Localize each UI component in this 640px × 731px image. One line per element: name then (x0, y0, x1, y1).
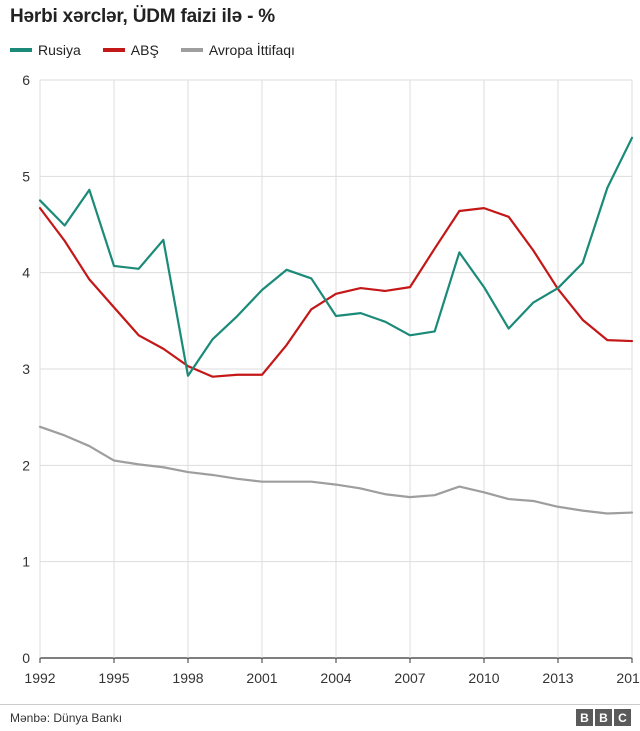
y-tick-label: 3 (22, 361, 30, 377)
y-tick-label: 1 (22, 554, 30, 570)
legend-label-abs: ABŞ (130, 42, 159, 58)
x-tick-label: 2001 (246, 670, 277, 686)
chart-title: Hərbi xərclər, ÜDM faizi ilə - % (10, 6, 275, 27)
line-chart: 0 1 2 3 4 5 6 1992 1995 1998 2001 2004 2007 2010 2013… (22, 72, 640, 686)
x-tick-label: 1992 (24, 670, 55, 686)
series-lines (38, 136, 634, 515)
legend-swatch-abs (102, 48, 125, 52)
legend-item-avropa: Avropa İttifaqı (180, 42, 295, 58)
series-line-rusiya (38, 136, 634, 377)
y-tick-label: 0 (22, 650, 30, 666)
y-axis-ticks: 0 1 2 3 4 5 6 (22, 72, 30, 666)
grid (39, 79, 633, 659)
y-tick-label: 2 (22, 457, 30, 473)
legend-swatch-avropa (180, 48, 203, 52)
bbc-logo-letter-c: C (614, 709, 631, 726)
legend-label-rusiya: Rusiya (38, 42, 81, 58)
x-tick-label: 1998 (172, 670, 203, 686)
source-note: Mənbə: Dünya Bankı (10, 711, 123, 725)
x-tick-label: 2016 (616, 670, 640, 686)
legend-label-avropa: Avropa İttifaqı (208, 42, 295, 58)
x-tick-label: 2013 (542, 670, 573, 686)
bbc-logo-letter-b1: B (576, 709, 593, 726)
legend-item-rusiya: Rusiya (10, 42, 81, 58)
y-tick-label: 6 (22, 72, 30, 88)
y-tick-label: 4 (22, 265, 30, 281)
legend: Rusiya ABŞ Avropa İttifaqı (10, 42, 317, 58)
bbc-logo: B B C (574, 709, 631, 726)
series-line-avropa (38, 425, 634, 515)
x-tick-label: 2007 (394, 670, 425, 686)
footer-divider (0, 704, 640, 705)
x-tick-label: 2010 (468, 670, 499, 686)
bbc-logo-letter-b2: B (595, 709, 612, 726)
legend-swatch-rusiya (10, 48, 32, 52)
x-tick-label: 1995 (98, 670, 129, 686)
x-axis-ticks: 1992 1995 1998 2001 2004 2007 2010 2013 2016 (24, 658, 640, 686)
legend-item-abs: ABŞ (102, 42, 159, 58)
series-line-abs (38, 207, 634, 378)
x-tick-label: 2004 (320, 670, 351, 686)
y-tick-label: 5 (22, 168, 30, 184)
